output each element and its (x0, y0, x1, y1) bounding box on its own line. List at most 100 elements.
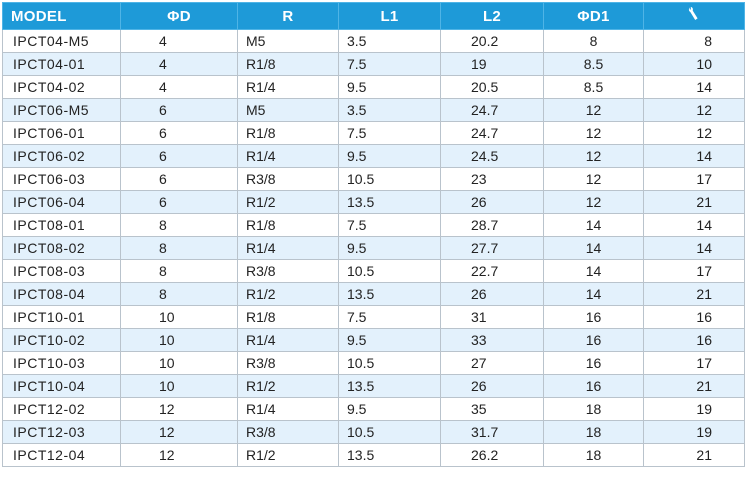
table-body: IPCT04-M5 4 M5 3.5 20.2 8 8 IPCT04-01 4 R1/8 7.5 19… (2, 29, 745, 467)
hex-cell: 12 (643, 98, 745, 122)
model-cell: IPCT04-02 (2, 75, 121, 99)
diameter-cell: 6 (120, 167, 238, 191)
l1-cell: 9.5 (338, 397, 441, 421)
l2-cell: 24.7 (440, 121, 544, 145)
thread-cell: R1/2 (237, 282, 339, 306)
diameter-cell: 4 (120, 52, 238, 76)
l1-cell: 7.5 (338, 305, 441, 329)
model-cell: IPCT06-M5 (2, 98, 121, 122)
d1-cell: 16 (543, 305, 644, 329)
table-row: IPCT04-02 4 R1/4 9.5 20.5 8.5 14 (2, 75, 745, 99)
model-cell: IPCT06-02 (2, 144, 121, 168)
l1-cell: 9.5 (338, 75, 441, 99)
d1-cell: 14 (543, 282, 644, 306)
thread-cell: R1/8 (237, 52, 339, 76)
l2-cell: 31 (440, 305, 544, 329)
diameter-cell: 10 (120, 305, 238, 329)
l1-cell: 3.5 (338, 98, 441, 122)
d1-cell: 16 (543, 351, 644, 375)
hex-cell: 21 (643, 374, 745, 398)
model-cell: IPCT08-04 (2, 282, 121, 306)
l1-cell: 7.5 (338, 213, 441, 237)
diameter-cell: 12 (120, 420, 238, 444)
d1-cell: 8 (543, 29, 644, 53)
model-cell: IPCT06-04 (2, 190, 121, 214)
table-row: IPCT10-03 10 R3/8 10.5 27 16 17 (2, 351, 745, 375)
diameter-cell: 10 (120, 328, 238, 352)
l1-cell: 10.5 (338, 351, 441, 375)
model-cell: IPCT12-04 (2, 443, 121, 467)
spec-table-container: MODEL ΦD R L1 L2 ΦD1 IPCT04-M5 4 M5 3.5 20.2… (2, 2, 745, 467)
diameter-cell: 10 (120, 374, 238, 398)
l1-cell: 10.5 (338, 259, 441, 283)
hex-cell: 14 (643, 75, 745, 99)
diameter-cell: 8 (120, 282, 238, 306)
table-row: IPCT08-02 8 R1/4 9.5 27.7 14 14 (2, 236, 745, 260)
thread-cell: R3/8 (237, 420, 339, 444)
hex-cell: 19 (643, 420, 745, 444)
diameter-cell: 4 (120, 75, 238, 99)
table-header: MODEL ΦD R L1 L2 ΦD1 (2, 2, 745, 30)
table-row: IPCT08-03 8 R3/8 10.5 22.7 14 17 (2, 259, 745, 283)
header-l2: L2 (440, 2, 544, 30)
l2-cell: 19 (440, 52, 544, 76)
model-cell: IPCT10-04 (2, 374, 121, 398)
model-cell: IPCT08-03 (2, 259, 121, 283)
d1-cell: 14 (543, 259, 644, 283)
l2-cell: 20.5 (440, 75, 544, 99)
d1-cell: 14 (543, 213, 644, 237)
table-row: IPCT12-03 12 R3/8 10.5 31.7 18 19 (2, 420, 745, 444)
thread-cell: R1/4 (237, 75, 339, 99)
spec-table: MODEL ΦD R L1 L2 ΦD1 IPCT04-M5 4 M5 3.5 20.2… (2, 2, 745, 467)
table-row: IPCT10-01 10 R1/8 7.5 31 16 16 (2, 305, 745, 329)
l1-cell: 9.5 (338, 144, 441, 168)
diameter-cell: 6 (120, 121, 238, 145)
diameter-cell: 4 (120, 29, 238, 53)
d1-cell: 12 (543, 167, 644, 191)
thread-cell: R1/4 (237, 236, 339, 260)
l2-cell: 27.7 (440, 236, 544, 260)
model-cell: IPCT12-02 (2, 397, 121, 421)
l2-cell: 26.2 (440, 443, 544, 467)
model-cell: IPCT12-03 (2, 420, 121, 444)
thread-cell: R1/8 (237, 213, 339, 237)
l2-cell: 22.7 (440, 259, 544, 283)
table-row: IPCT08-04 8 R1/2 13.5 26 14 21 (2, 282, 745, 306)
wrench-icon (686, 6, 702, 26)
thread-cell: R1/2 (237, 443, 339, 467)
l1-cell: 13.5 (338, 443, 441, 467)
model-cell: IPCT10-03 (2, 351, 121, 375)
table-row: IPCT06-M5 6 M5 3.5 24.7 12 12 (2, 98, 745, 122)
model-cell: IPCT06-01 (2, 121, 121, 145)
thread-cell: M5 (237, 29, 339, 53)
d1-cell: 12 (543, 144, 644, 168)
table-row: IPCT06-01 6 R1/8 7.5 24.7 12 12 (2, 121, 745, 145)
l2-cell: 26 (440, 190, 544, 214)
d1-cell: 16 (543, 328, 644, 352)
l2-cell: 20.2 (440, 29, 544, 53)
table-row: IPCT08-01 8 R1/8 7.5 28.7 14 14 (2, 213, 745, 237)
thread-cell: M5 (237, 98, 339, 122)
diameter-cell: 10 (120, 351, 238, 375)
table-row: IPCT12-04 12 R1/2 13.5 26.2 18 21 (2, 443, 745, 467)
d1-cell: 12 (543, 98, 644, 122)
hex-cell: 8 (643, 29, 745, 53)
table-row: IPCT06-03 6 R3/8 10.5 23 12 17 (2, 167, 745, 191)
thread-cell: R3/8 (237, 167, 339, 191)
hex-cell: 14 (643, 213, 745, 237)
l1-cell: 13.5 (338, 374, 441, 398)
table-row: IPCT04-01 4 R1/8 7.5 19 8.5 10 (2, 52, 745, 76)
diameter-cell: 6 (120, 190, 238, 214)
thread-cell: R1/4 (237, 397, 339, 421)
header-thread: R (237, 2, 339, 30)
thread-cell: R1/2 (237, 374, 339, 398)
diameter-cell: 8 (120, 259, 238, 283)
diameter-cell: 6 (120, 144, 238, 168)
l1-cell: 9.5 (338, 328, 441, 352)
l2-cell: 26 (440, 374, 544, 398)
l1-cell: 13.5 (338, 190, 441, 214)
model-cell: IPCT10-02 (2, 328, 121, 352)
d1-cell: 12 (543, 190, 644, 214)
header-d1: ΦD1 (543, 2, 644, 30)
l2-cell: 24.7 (440, 98, 544, 122)
